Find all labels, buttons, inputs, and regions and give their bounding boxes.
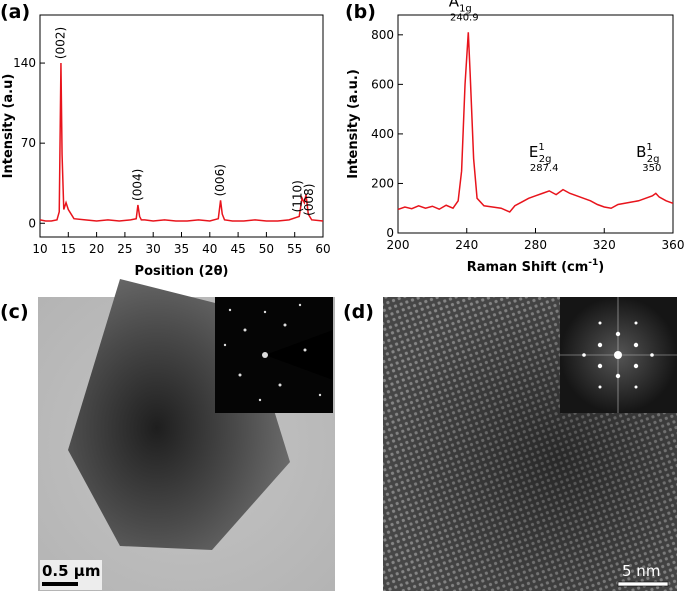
x-tick-label: 55: [287, 242, 302, 256]
y-tick-label: 800: [371, 28, 394, 42]
mode-sup: 1: [646, 142, 652, 153]
plot-frame: [397, 14, 674, 234]
panel-label: (b): [345, 1, 376, 23]
fft-spots: [582, 321, 654, 389]
saed-spots: [223, 303, 322, 402]
x-tick-label: 240: [455, 238, 478, 252]
scale-bar-label: 5 nm: [622, 562, 660, 580]
x-tick-label: 60: [315, 242, 330, 256]
x-axis-label-sup: -1: [588, 258, 598, 268]
mode-sub: 1g: [459, 3, 472, 14]
panel-label: (c): [0, 301, 29, 323]
x-axis-label: Raman Shift (cm-1): [467, 258, 605, 275]
scale-bar: [617, 581, 669, 587]
panel-label: (a): [0, 1, 30, 23]
x-tick-label: 30: [146, 242, 161, 256]
scale-bar-label: 0.5 μm: [42, 562, 100, 580]
peak-label: (004): [130, 169, 144, 201]
x-tick-label: 45: [230, 242, 245, 256]
x-axis-label-text: Position (2θ): [135, 264, 229, 279]
y-tick-label: 600: [371, 77, 394, 91]
mode-sub: 2g: [539, 154, 552, 165]
mode-name: E: [529, 143, 538, 161]
plot-frame: [39, 14, 324, 238]
y-axis-label: Intensity (a.u.): [346, 69, 361, 179]
y-tick-label: 140: [13, 56, 36, 70]
peak-label: (002): [53, 27, 67, 59]
micrographs: 0.5 μm 5 nm: [38, 279, 677, 591]
y-tick-label: 400: [371, 127, 394, 141]
x-tick-label: 200: [387, 238, 410, 252]
mode-name: B: [636, 143, 646, 161]
y-tick-label: 200: [371, 176, 394, 190]
scale-bar: [42, 582, 78, 586]
x-tick-label: 320: [593, 238, 616, 252]
mode-label: B1 2g: [636, 142, 659, 165]
mode-label: A1g: [449, 0, 472, 14]
panel-label: (d): [343, 301, 374, 323]
peak-label: (008): [302, 184, 316, 216]
x-tick-label: 20: [89, 242, 104, 256]
x-tick-label: 50: [259, 242, 274, 256]
y-axis-label: Intensity (a.u): [1, 74, 16, 179]
data-line: [39, 63, 324, 222]
x-axis-label: Position (2θ): [135, 264, 229, 279]
beam-stop: [265, 330, 333, 380]
x-tick-label: 10: [32, 242, 47, 256]
peak-label: (006): [213, 164, 227, 196]
mode-shift: 240.9: [450, 12, 479, 23]
y-tick-label: 70: [21, 136, 36, 150]
y-tick-label: 0: [28, 216, 36, 230]
x-tick-label: 15: [61, 242, 76, 256]
mode-sup: 1: [538, 142, 544, 153]
data-line: [397, 32, 674, 213]
x-tick-label: 35: [174, 242, 189, 256]
peak-label: (110): [291, 180, 305, 212]
mode-shift: 287.4: [530, 163, 559, 174]
mode-sub: 2g: [647, 154, 660, 165]
x-tick-label: 40: [202, 242, 217, 256]
mode-name: A: [449, 0, 460, 10]
x-tick-label: 25: [117, 242, 132, 256]
x-tick-label: 360: [662, 238, 685, 252]
mode-shift: 350: [642, 163, 661, 174]
x-axis-label-end: ): [598, 260, 604, 275]
x-axis-label-text: Raman Shift (cm: [467, 260, 589, 275]
mode-label: E1 2g: [529, 142, 552, 165]
x-tick-label: 280: [524, 238, 547, 252]
y-tick-label: 0: [386, 226, 394, 240]
